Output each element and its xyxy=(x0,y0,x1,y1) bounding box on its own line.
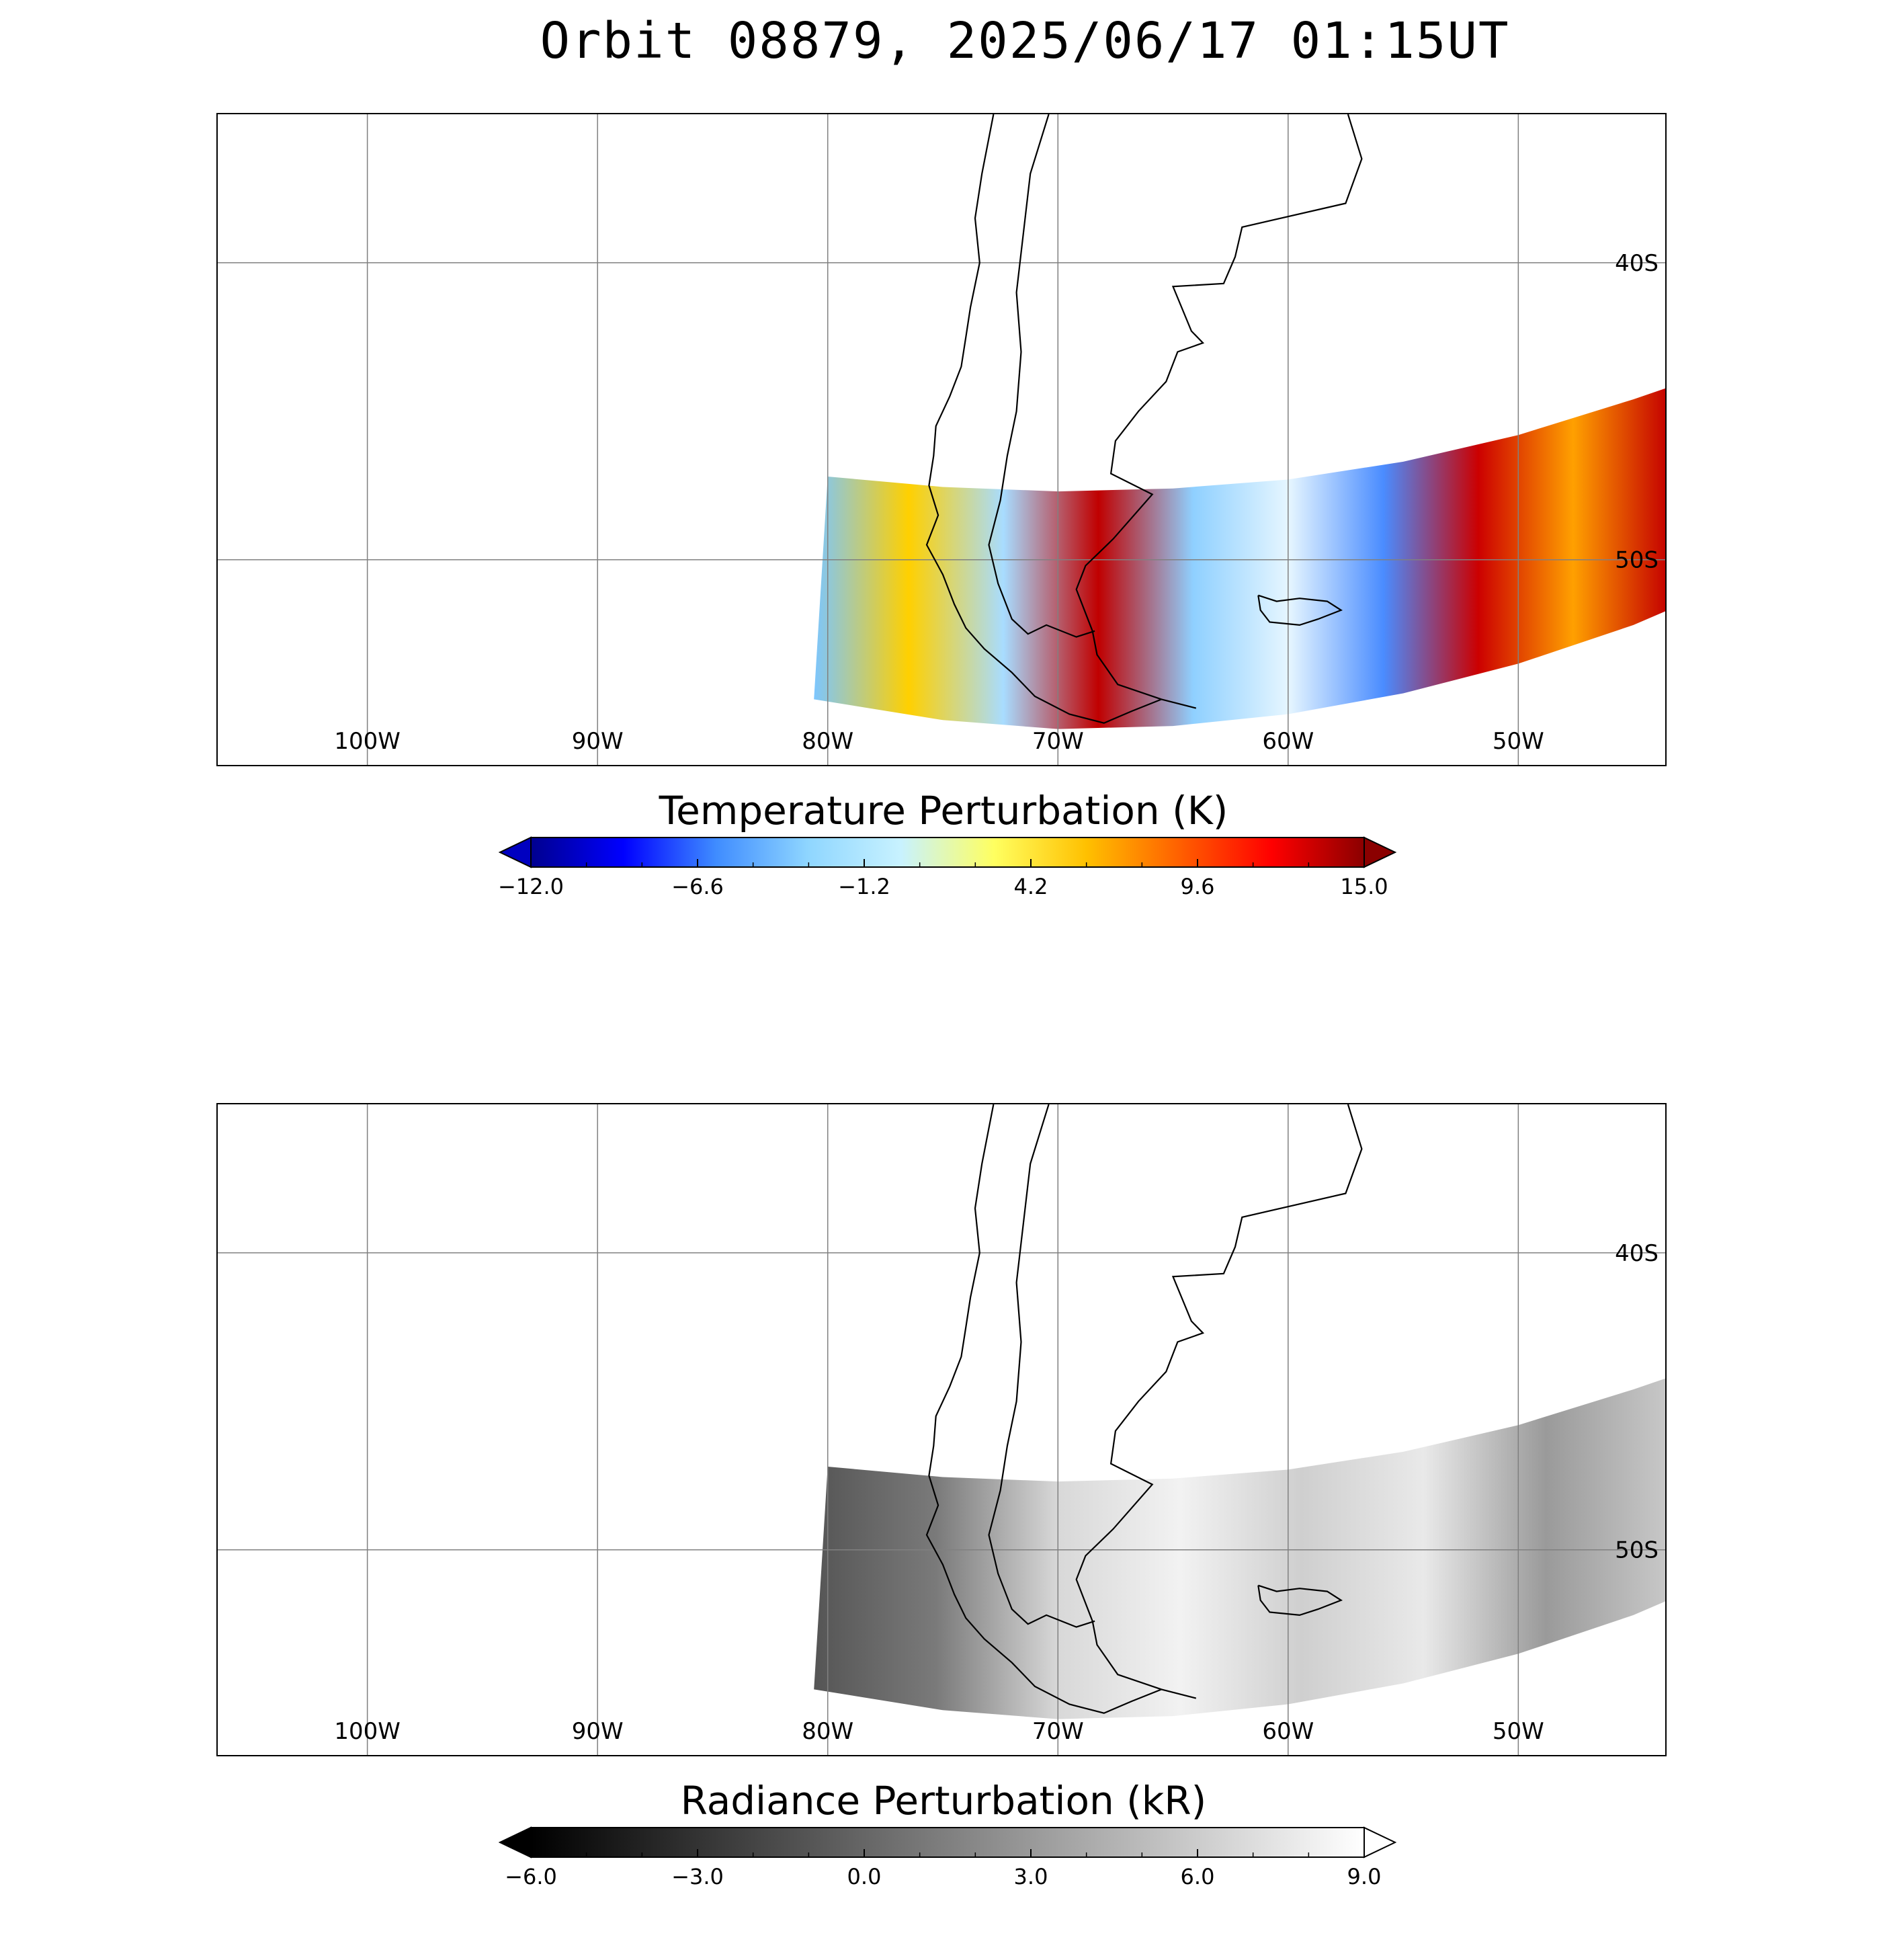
lon-label: 70W xyxy=(1032,728,1084,755)
swath xyxy=(814,1378,1665,1719)
lon-label: 60W xyxy=(1262,728,1314,755)
lon-label: 80W xyxy=(802,728,853,755)
radiance-colorbar-title: Radiance Perturbation (kR) xyxy=(680,1778,1207,1824)
coastline xyxy=(1075,1104,1363,1699)
figure-title: Orbit 08879, 2025/06/17 01:15UT xyxy=(540,12,1510,70)
colorbar-tick-label: −1.2 xyxy=(838,874,890,899)
radiance-map: 100W 90W 80W 70W 60W 50W 40S 50S xyxy=(218,1104,1665,1755)
swath xyxy=(814,388,1665,729)
colorbar-tick-label: 9.6 xyxy=(1181,874,1215,899)
coastline xyxy=(988,1104,1095,1628)
colorbar-tick-label: −6.0 xyxy=(505,1864,557,1889)
colorbar-tick-label: −3.0 xyxy=(671,1864,724,1889)
lat-label: 40S xyxy=(1615,250,1659,277)
lon-label: 100W xyxy=(334,1718,401,1745)
colorbar-low-arrow xyxy=(498,836,532,868)
temperature-map-panel: 100W 90W 80W 70W 60W 50W 40S 50S xyxy=(216,113,1667,766)
coastline xyxy=(925,1104,1162,1714)
colorbar-high-arrow xyxy=(1364,1826,1397,1859)
coastline xyxy=(988,114,1095,638)
colorbar-gradient xyxy=(530,1827,1365,1858)
lat-label: 40S xyxy=(1615,1240,1659,1267)
colorbar-tick-label: 4.2 xyxy=(1014,874,1048,899)
lat-label: 50S xyxy=(1615,547,1659,574)
colorbar-tick-label: −12.0 xyxy=(498,874,564,899)
colorbar-tick-label: 9.0 xyxy=(1347,1864,1382,1889)
temperature-colorbar-title: Temperature Perturbation (K) xyxy=(659,788,1228,833)
temperature-map: 100W 90W 80W 70W 60W 50W 40S 50S xyxy=(218,114,1665,765)
coastline xyxy=(1257,594,1343,626)
lon-label: 50W xyxy=(1493,728,1544,755)
coastline xyxy=(925,114,1162,724)
lon-label: 90W xyxy=(572,728,624,755)
colorbar-tick-label: 3.0 xyxy=(1014,1864,1048,1889)
lon-label: 90W xyxy=(572,1718,624,1745)
radiance-colorbar: −6.0 −3.0 0.0 3.0 6.0 9.0 xyxy=(498,1826,1397,1889)
lon-label: 80W xyxy=(802,1718,853,1745)
colorbar-low-arrow xyxy=(498,1826,532,1859)
coastline xyxy=(1257,1584,1343,1617)
lon-label: 50W xyxy=(1493,1718,1544,1745)
colorbar-tick-label: −6.6 xyxy=(671,874,724,899)
lon-label: 100W xyxy=(334,728,401,755)
colorbar-tick-label: 0.0 xyxy=(847,1864,882,1889)
temperature-colorbar: −12.0 −6.6 −1.2 4.2 9.6 15.0 xyxy=(498,836,1397,899)
lon-label: 70W xyxy=(1032,1718,1084,1745)
colorbar-tick-label: 6.0 xyxy=(1181,1864,1215,1889)
colorbar-gradient xyxy=(530,837,1365,868)
lat-label: 50S xyxy=(1615,1537,1659,1564)
lon-label: 60W xyxy=(1262,1718,1314,1745)
colorbar-tick-label: 15.0 xyxy=(1340,874,1388,899)
coastline xyxy=(1075,114,1363,709)
radiance-map-panel: 100W 90W 80W 70W 60W 50W 40S 50S xyxy=(216,1103,1667,1756)
colorbar-high-arrow xyxy=(1364,836,1397,868)
